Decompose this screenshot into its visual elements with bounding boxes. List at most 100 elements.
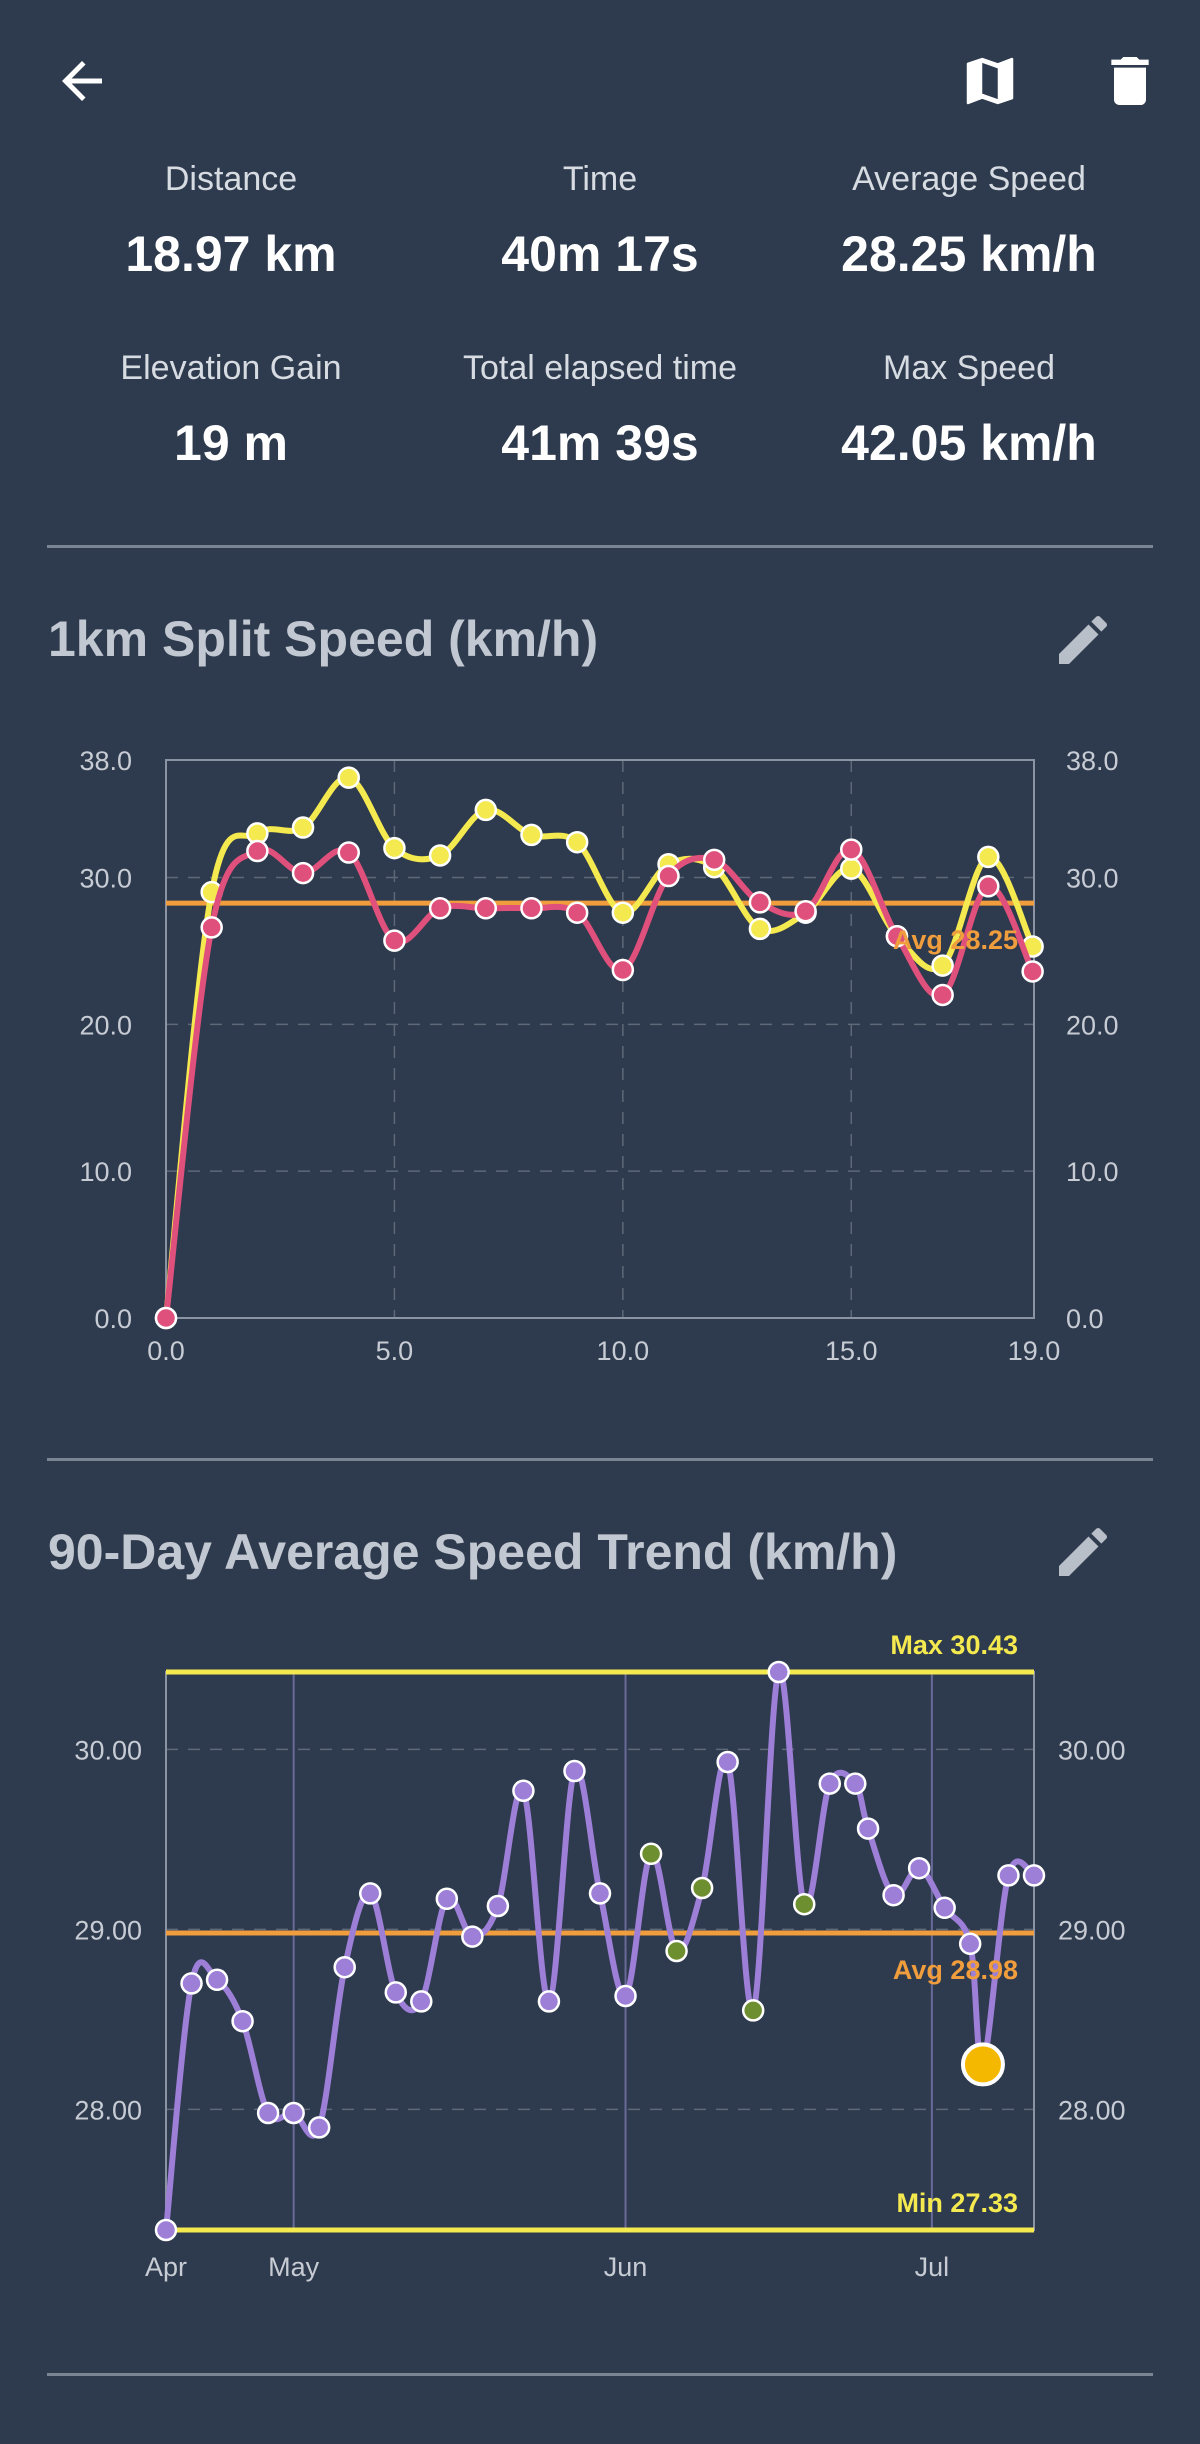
plot-frame <box>165 1671 1035 2231</box>
reference-label: Min 27.33 <box>896 2188 1018 2218</box>
data-point <box>256 2101 280 2125</box>
data-point <box>767 1660 790 1684</box>
data-point <box>565 901 589 924</box>
data-point <box>512 1779 535 1803</box>
y-tick-label-right: 30.00 <box>1058 1735 1126 1765</box>
data-point <box>180 1972 203 1995</box>
map-icon <box>966 57 1014 105</box>
data-point <box>291 861 315 885</box>
map-button[interactable] <box>945 36 1035 126</box>
stat-max-speed: Max Speed 42.05 km/h <box>784 349 1154 472</box>
data-point <box>748 917 772 941</box>
y-tick-label: 28.00 <box>74 2095 142 2125</box>
split-chart-title: 1km Split Speed (km/h) <box>48 611 599 667</box>
pencil-icon <box>1059 1527 1108 1576</box>
data-point <box>307 2116 331 2139</box>
stat-value: 19 m <box>174 415 288 471</box>
arrow-left-icon <box>62 61 102 101</box>
data-point <box>333 1955 356 1979</box>
data-point <box>461 1925 484 1948</box>
data-point <box>614 1984 637 2008</box>
y-tick-label-right: 0.0 <box>1066 1304 1104 1334</box>
data-point <box>588 1882 612 1905</box>
data-point <box>977 875 1000 898</box>
data-point <box>639 1842 663 1866</box>
data-point <box>520 823 543 847</box>
data-point <box>844 1772 867 1795</box>
data-point <box>611 958 635 982</box>
data-point <box>428 897 452 920</box>
x-tick-label: Jun <box>604 2252 648 2282</box>
data-point <box>794 899 817 923</box>
data-point <box>565 830 589 854</box>
x-tick-label: 0.0 <box>147 1336 185 1360</box>
data-point <box>690 1876 714 1900</box>
data-point <box>741 1999 765 2022</box>
y-tick-label-right: 10.0 <box>1066 1157 1119 1187</box>
data-point <box>282 2101 305 2125</box>
y-tick-label: 0.0 <box>94 1304 132 1334</box>
stat-value: 40m 17s <box>501 226 699 282</box>
stat-label: Max Speed <box>883 349 1055 387</box>
data-point <box>291 816 315 839</box>
x-tick-label: 15.0 <box>825 1336 878 1360</box>
reference-label: Max 30.43 <box>890 1630 1018 1660</box>
data-point <box>716 1750 739 1774</box>
y-tick-label: 20.0 <box>79 1010 132 1040</box>
data-point <box>231 2009 254 2033</box>
delete-button[interactable] <box>1085 36 1175 126</box>
stat-value: 28.25 km/h <box>841 226 1097 282</box>
edit-split-chart-button[interactable] <box>1043 600 1123 680</box>
data-point <box>537 1990 561 2013</box>
data-point <box>358 1882 382 1905</box>
data-point <box>792 1892 816 1916</box>
y-tick-label: 10.0 <box>79 1157 132 1187</box>
data-point <box>611 901 635 924</box>
x-tick-label: 19.0 <box>1008 1336 1061 1360</box>
data-point <box>154 2218 178 2242</box>
data-point <box>1021 960 1044 983</box>
data-point <box>856 1817 880 1840</box>
current-activity-point <box>960 2042 1005 2087</box>
series-line <box>163 1668 1036 2231</box>
divider <box>47 1458 1153 1461</box>
trash-icon <box>1111 57 1149 105</box>
data-point <box>428 844 452 867</box>
x-tick-label: Apr <box>145 2252 187 2282</box>
x-tick-label: Jul <box>915 2252 950 2282</box>
data-point <box>486 1894 510 1918</box>
data-point <box>563 1759 586 1783</box>
x-tick-label: 10.0 <box>597 1336 650 1360</box>
data-point <box>958 1932 982 1956</box>
x-tick-label: 5.0 <box>376 1336 414 1360</box>
split-speed-chart: 0.0 10.0 20.0 30.0 38.0 0.0 10.0 20.0 30.0 38.0 0.… <box>79 746 1119 1360</box>
stat-label: Average Speed <box>852 160 1086 198</box>
edit-trend-chart-button[interactable] <box>1043 1512 1123 1592</box>
y-tick-label: 30.00 <box>74 1735 142 1765</box>
stat-label: Total elapsed time <box>462 349 738 387</box>
data-point <box>997 1864 1020 1887</box>
speed-trend-chart: 28.00 29.00 30.00 28.00 29.00 30.00 Apr May Jun J… <box>74 1630 1126 2282</box>
stat-distance: Distance 18.97 km <box>46 160 416 283</box>
plot-frame <box>165 759 1035 1319</box>
data-point <box>702 848 726 872</box>
data-point <box>200 916 223 939</box>
data-point <box>977 845 1000 869</box>
y-tick-label-right: 30.0 <box>1066 863 1119 893</box>
data-point <box>410 1990 433 2013</box>
data-point <box>882 1883 905 1907</box>
series-line <box>163 774 1036 1319</box>
data-point <box>435 1887 459 1911</box>
back-button[interactable] <box>37 36 127 126</box>
y-tick-label-right: 38.0 <box>1066 746 1119 776</box>
divider <box>47 545 1153 548</box>
y-tick-label-right: 20.0 <box>1066 1010 1119 1040</box>
data-point <box>337 766 360 789</box>
stat-value: 42.05 km/h <box>841 415 1097 471</box>
stat-label: Time <box>562 160 638 198</box>
data-point <box>931 954 954 977</box>
data-point <box>520 897 543 920</box>
data-point <box>154 1306 178 1330</box>
top-app-bar <box>0 0 1200 165</box>
data-point <box>1022 1864 1046 1887</box>
